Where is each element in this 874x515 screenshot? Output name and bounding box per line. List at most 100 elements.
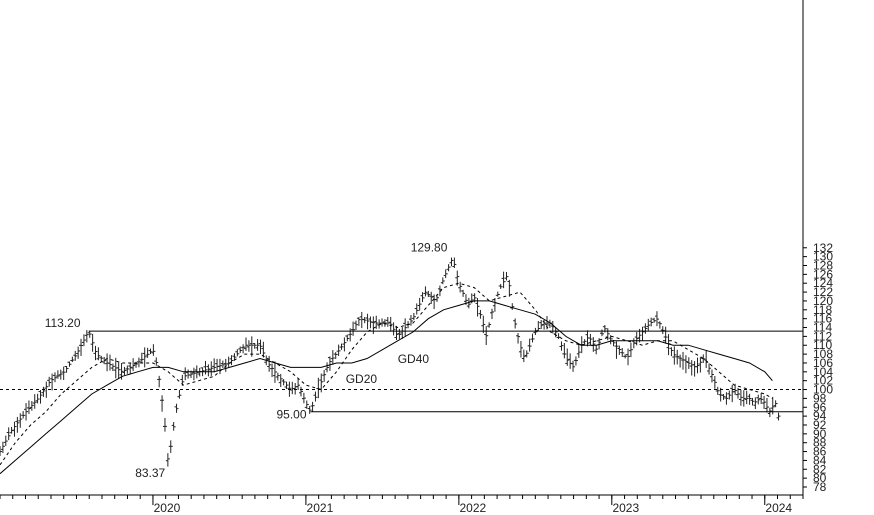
price-bar <box>652 317 657 323</box>
price-bar <box>99 355 104 362</box>
price-bar <box>281 379 286 386</box>
price-bar <box>244 337 249 351</box>
price-bar <box>29 401 34 411</box>
price-bar <box>762 395 767 410</box>
y-tick-label: 98 <box>813 391 827 405</box>
price-bar <box>241 344 246 354</box>
price-bar <box>458 281 463 293</box>
price-bar <box>582 339 587 345</box>
price-bar <box>301 392 306 404</box>
y-tick-label: 106 <box>813 356 833 370</box>
price-bar <box>683 355 688 374</box>
price-bar <box>142 347 147 368</box>
price-bar <box>461 289 466 297</box>
price-bar <box>588 333 593 346</box>
y-tick-label: 116 <box>813 312 832 326</box>
price-bar <box>238 346 243 353</box>
price-bar <box>128 363 133 374</box>
price-bar <box>776 412 781 421</box>
price-bar <box>446 264 451 272</box>
annotation-label: 83.37 <box>135 466 165 480</box>
price-bar <box>0 441 5 454</box>
price-bar <box>151 344 156 356</box>
price-bar <box>429 291 434 304</box>
price-bar <box>420 292 425 303</box>
price-bar <box>183 367 188 381</box>
price-bar <box>136 357 141 368</box>
price-bar <box>675 349 680 365</box>
y-tick-label: 122 <box>813 285 833 299</box>
price-bar <box>79 338 84 356</box>
price-bar <box>368 316 373 329</box>
price-bar <box>733 383 738 396</box>
price-bar <box>345 334 350 342</box>
price-bar <box>565 348 570 366</box>
y-tick-label: 102 <box>813 374 833 388</box>
price-bar <box>162 417 167 432</box>
y-tick-label: 118 <box>813 303 832 317</box>
price-bar <box>87 331 92 338</box>
price-bar <box>507 279 512 297</box>
price-bar <box>209 361 214 376</box>
price-bar <box>481 315 486 334</box>
annotation-label: GD20 <box>346 372 378 386</box>
price-bar <box>252 342 257 349</box>
price-bar <box>654 311 659 327</box>
y-tick-label: 92 <box>813 418 827 432</box>
price-bar <box>131 358 136 372</box>
annotation-label: 129.80 <box>411 241 448 255</box>
y-axis: 7880828486889092949698100102104106108110… <box>803 241 833 494</box>
price-bar <box>365 313 370 330</box>
price-bar <box>21 411 26 419</box>
price-bar <box>73 350 78 361</box>
y-tick-label: 88 <box>813 436 827 450</box>
price-bar <box>605 328 610 341</box>
price-bar <box>249 336 254 357</box>
price-bar <box>96 347 101 361</box>
price-bar <box>229 355 234 366</box>
price-bar <box>93 345 98 361</box>
price-bar <box>50 373 55 391</box>
price-bar <box>414 303 419 315</box>
price-bar <box>747 393 752 405</box>
y-tick-label: 96 <box>813 400 827 414</box>
price-bar <box>643 323 648 334</box>
y-tick-label: 132 <box>813 241 833 255</box>
series-line-gd40 <box>0 300 773 475</box>
price-bar <box>107 354 112 371</box>
price-bar <box>724 392 729 405</box>
price-bar <box>501 271 506 289</box>
price-bar <box>759 393 764 404</box>
price-bar <box>52 372 57 383</box>
price-bar <box>261 341 266 358</box>
price-bar <box>695 357 700 374</box>
reference-lines <box>0 330 803 413</box>
price-bar <box>411 312 416 321</box>
price-bar <box>12 421 17 437</box>
price-bar <box>246 340 251 352</box>
price-bar <box>58 369 63 380</box>
price-bar <box>495 291 500 297</box>
price-bar <box>626 348 631 366</box>
price-bar <box>516 333 521 344</box>
price-bar <box>513 318 518 329</box>
price-bar <box>348 328 353 342</box>
y-tick-label: 110 <box>813 338 832 352</box>
price-bar <box>753 397 758 410</box>
price-bar <box>408 314 413 326</box>
price-bar <box>333 352 338 360</box>
price-bar <box>672 346 677 365</box>
price-bar <box>61 366 66 381</box>
price-bar <box>157 375 162 388</box>
price-bar <box>177 389 182 399</box>
price-bar <box>530 333 535 343</box>
price-bar <box>539 320 544 329</box>
price-bar <box>272 361 277 383</box>
price-bar <box>212 358 217 373</box>
price-bar <box>449 257 454 267</box>
price-bar <box>67 361 72 367</box>
annotation-label: 113.20 <box>45 316 81 330</box>
price-bar <box>744 390 749 405</box>
price-bar <box>608 335 613 345</box>
